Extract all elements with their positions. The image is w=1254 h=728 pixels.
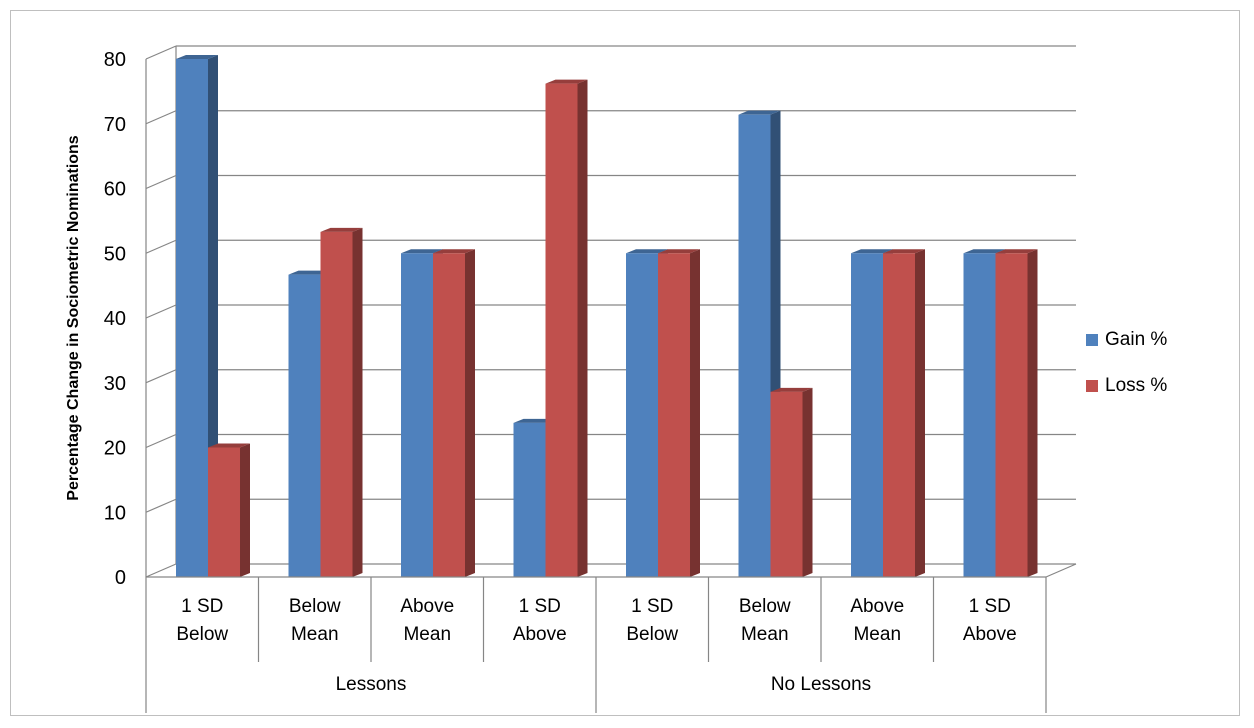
- chart-frame: 0 10 20 30 40 50 60 70 80 1 SD Below Below Mean Above…: [10, 10, 1240, 716]
- x-category-label: Mean: [741, 624, 789, 645]
- legend-swatch-loss: [1086, 380, 1098, 392]
- x-category-label: Above: [400, 596, 454, 617]
- bar-side: [353, 228, 363, 577]
- gridline-side: [146, 370, 176, 383]
- legend-swatch-gain: [1086, 334, 1098, 346]
- y-axis-title: Percentage Change in Sociometric Nominat…: [65, 135, 82, 501]
- gridline-side: [146, 111, 176, 124]
- x-category-label: Below: [739, 596, 791, 617]
- gridline-side: [146, 435, 176, 448]
- x-category-label: 1 SD: [631, 596, 673, 617]
- y-tick-label: 0: [115, 567, 126, 589]
- bar-front: [739, 115, 771, 577]
- x-category-label: Mean: [291, 624, 339, 645]
- floor-edge: [1046, 564, 1076, 577]
- x-group-label: Lessons: [336, 674, 407, 695]
- gridline-side: [146, 46, 176, 59]
- x-category-label: Below: [626, 624, 678, 645]
- bar-side: [578, 80, 588, 577]
- y-tick-label: 50: [104, 243, 126, 265]
- legend-label-loss: Loss %: [1105, 375, 1167, 396]
- bar-front: [658, 253, 690, 577]
- bar-side: [1028, 249, 1038, 577]
- bar-loss: [996, 249, 1038, 577]
- bar-side: [690, 249, 700, 577]
- x-category-label: Mean: [853, 624, 901, 645]
- bar-loss: [208, 444, 250, 578]
- y-tick-label: 40: [104, 308, 126, 330]
- gridline-side: [146, 305, 176, 318]
- bar-side: [465, 249, 475, 577]
- gridline-side: [146, 240, 176, 253]
- bar-loss: [883, 249, 925, 577]
- bar-front: [546, 84, 578, 577]
- bar-loss: [546, 80, 588, 577]
- bar-loss: [658, 249, 700, 577]
- x-category-label: 1 SD: [519, 596, 561, 617]
- bar-front: [626, 253, 658, 577]
- x-category-label: Above: [513, 624, 567, 645]
- bar-loss: [433, 249, 475, 577]
- bar-front: [996, 253, 1028, 577]
- legend: Gain % Loss %: [1086, 329, 1167, 396]
- bar-front: [321, 232, 353, 577]
- bar-front: [964, 253, 996, 577]
- gridlines: [146, 46, 1076, 577]
- x-category-label: Below: [289, 596, 341, 617]
- bar-side: [803, 388, 813, 577]
- bar-front: [433, 253, 465, 577]
- x-category-label: 1 SD: [969, 596, 1011, 617]
- x-category-label: Below: [176, 624, 228, 645]
- bar-front: [514, 423, 546, 577]
- bar-loss: [771, 388, 813, 577]
- x-category-label: Mean: [403, 624, 451, 645]
- y-tick-label: 20: [104, 438, 126, 460]
- gridline-side: [146, 564, 176, 577]
- bar-front: [883, 253, 915, 577]
- bar-front: [851, 253, 883, 577]
- y-tick-label: 70: [104, 114, 126, 136]
- x-category-label: 1 SD: [181, 596, 223, 617]
- bar-loss: [321, 228, 363, 577]
- bar-side: [915, 249, 925, 577]
- bar-front: [401, 253, 433, 577]
- bar-side: [240, 444, 250, 578]
- gridline-side: [146, 499, 176, 512]
- y-tick-label: 60: [104, 179, 126, 201]
- x-category-label: Above: [963, 624, 1017, 645]
- y-tick-label: 80: [104, 49, 126, 71]
- gridline-side: [146, 176, 176, 189]
- y-tick-label: 30: [104, 373, 126, 395]
- x-group-label: No Lessons: [771, 674, 871, 695]
- y-tick-label: 10: [104, 502, 126, 524]
- bar-front: [289, 275, 321, 577]
- legend-label-gain: Gain %: [1105, 329, 1167, 350]
- bar-front: [771, 392, 803, 577]
- bar-front: [208, 448, 240, 578]
- chart: 0 10 20 30 40 50 60 70 80 1 SD Below Below Mean Above…: [11, 11, 1241, 717]
- bar-front: [176, 59, 208, 577]
- x-category-label: Above: [850, 596, 904, 617]
